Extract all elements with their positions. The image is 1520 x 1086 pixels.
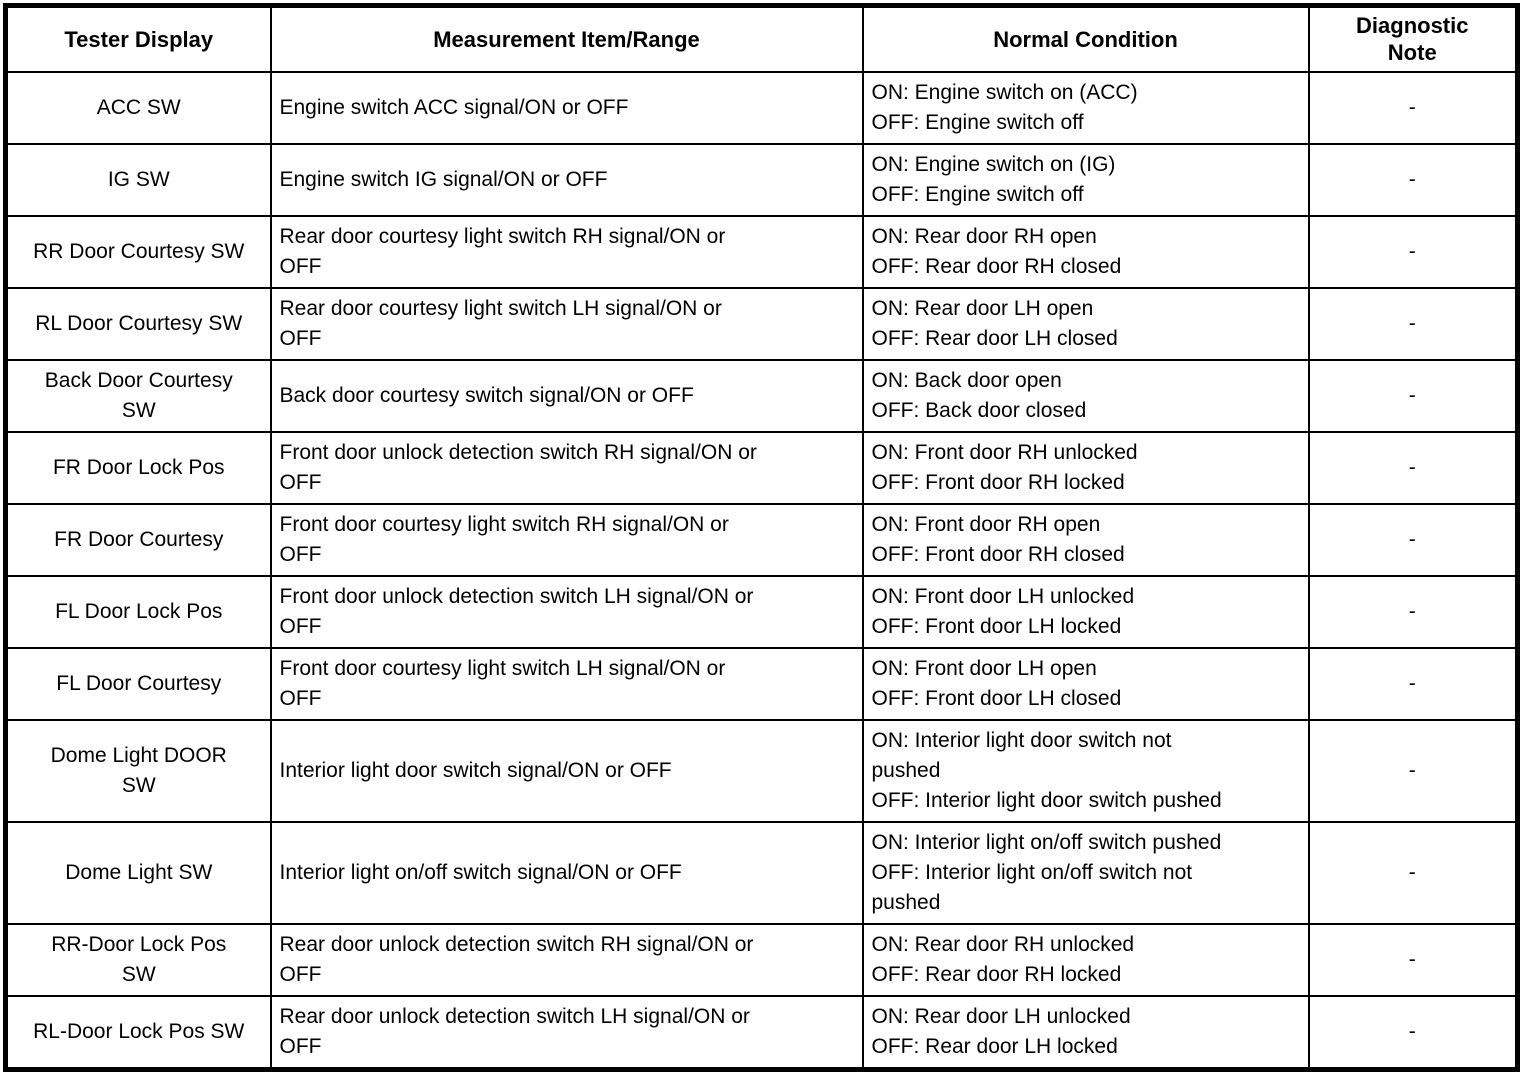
measurement-item-cell: Front door courtesy light switch RH sign… <box>269 502 864 577</box>
normal-condition-cell: ON: Engine switch on (IG) OFF: Engine sw… <box>861 142 1310 217</box>
tester-display-cell: Back Door Courtesy SW <box>4 358 272 433</box>
column-header-tester-display: Tester Display <box>4 4 272 73</box>
diagnostic-note-cell: - <box>1307 430 1519 505</box>
tester-display-cell: RL-Door Lock Pos SW <box>4 994 272 1070</box>
diagnostic-note-cell: - <box>1307 70 1519 145</box>
tester-display-cell: RR Door Courtesy SW <box>4 214 272 289</box>
table-row: FR Door Lock Pos Front door unlock detec… <box>4 430 1519 505</box>
column-header-measurement-item: Measurement Item/Range <box>269 4 864 73</box>
table-row: RR-Door Lock Pos SW Rear door unlock det… <box>4 922 1519 997</box>
table-row: FR Door Courtesy Front door courtesy lig… <box>4 502 1519 577</box>
tester-display-cell: FL Door Lock Pos <box>4 574 272 649</box>
measurement-item-cell: Front door courtesy light switch LH sign… <box>269 646 864 721</box>
tester-display-cell: RL Door Courtesy SW <box>4 286 272 361</box>
measurement-item-cell: Back door courtesy switch signal/ON or O… <box>269 358 864 433</box>
tester-display-cell: RR-Door Lock Pos SW <box>4 922 272 997</box>
measurement-item-cell: Rear door unlock detection switch LH sig… <box>269 994 864 1070</box>
normal-condition-cell: ON: Interior light on/off switch pushed … <box>861 820 1310 925</box>
measurement-item-cell: Front door unlock detection switch LH si… <box>269 574 864 649</box>
diagnostic-note-cell: - <box>1307 358 1519 433</box>
tester-display-cell: IG SW <box>4 142 272 217</box>
diagnostic-note-cell: - <box>1307 994 1519 1070</box>
normal-condition-cell: ON: Front door LH unlocked OFF: Front do… <box>861 574 1310 649</box>
diagnostic-note-cell: - <box>1307 142 1519 217</box>
table-row: ACC SW Engine switch ACC signal/ON or OF… <box>4 70 1519 145</box>
tester-display-cell: Dome Light DOOR SW <box>4 718 272 823</box>
tester-display-cell: FR Door Lock Pos <box>4 430 272 505</box>
table-row: FL Door Courtesy Front door courtesy lig… <box>4 646 1519 721</box>
measurement-item-cell: Interior light door switch signal/ON or … <box>269 718 864 823</box>
table-row: Dome Light DOOR SW Interior light door s… <box>4 718 1519 823</box>
tester-display-cell: FR Door Courtesy <box>4 502 272 577</box>
diagnostic-note-cell: - <box>1307 286 1519 361</box>
normal-condition-cell: ON: Rear door LH open OFF: Rear door LH … <box>861 286 1310 361</box>
normal-condition-cell: ON: Rear door RH unlocked OFF: Rear door… <box>861 922 1310 997</box>
diagnostic-note-cell: - <box>1307 214 1519 289</box>
normal-condition-cell: ON: Interior light door switch not pushe… <box>861 718 1310 823</box>
table-body: ACC SW Engine switch ACC signal/ON or OF… <box>4 70 1519 1070</box>
measurement-item-cell: Rear door unlock detection switch RH sig… <box>269 922 864 997</box>
normal-condition-cell: ON: Rear door RH open OFF: Rear door RH … <box>861 214 1310 289</box>
measurement-item-cell: Rear door courtesy light switch RH signa… <box>269 214 864 289</box>
tester-display-cell: ACC SW <box>4 70 272 145</box>
normal-condition-cell: ON: Front door LH open OFF: Front door L… <box>861 646 1310 721</box>
diagnostic-note-cell: - <box>1307 922 1519 997</box>
measurement-item-cell: Rear door courtesy light switch LH signa… <box>269 286 864 361</box>
diagnostic-note-cell: - <box>1307 718 1519 823</box>
normal-condition-cell: ON: Back door open OFF: Back door closed <box>861 358 1310 433</box>
measurement-item-cell: Engine switch IG signal/ON or OFF <box>269 142 864 217</box>
column-header-normal-condition: Normal Condition <box>861 4 1310 73</box>
diagnostic-note-cell: - <box>1307 502 1519 577</box>
table-row: IG SW Engine switch IG signal/ON or OFF … <box>4 142 1519 217</box>
table-row: Back Door Courtesy SW Back door courtesy… <box>4 358 1519 433</box>
normal-condition-cell: ON: Rear door LH unlocked OFF: Rear door… <box>861 994 1310 1070</box>
table-row: RR Door Courtesy SW Rear door courtesy l… <box>4 214 1519 289</box>
normal-condition-cell: ON: Engine switch on (ACC) OFF: Engine s… <box>861 70 1310 145</box>
normal-condition-cell: ON: Front door RH open OFF: Front door R… <box>861 502 1310 577</box>
tester-display-cell: FL Door Courtesy <box>4 646 272 721</box>
diagnostic-note-cell: - <box>1307 646 1519 721</box>
diagnostic-note-cell: - <box>1307 574 1519 649</box>
measurement-item-cell: Front door unlock detection switch RH si… <box>269 430 864 505</box>
diagnostic-note-cell: - <box>1307 820 1519 925</box>
measurement-item-cell: Interior light on/off switch signal/ON o… <box>269 820 864 925</box>
datalist-table: Tester Display Measurement Item/Range No… <box>3 3 1520 1072</box>
table-header-row: Tester Display Measurement Item/Range No… <box>4 4 1519 73</box>
table-row: RL-Door Lock Pos SW Rear door unlock det… <box>4 994 1519 1070</box>
table-row: FL Door Lock Pos Front door unlock detec… <box>4 574 1519 649</box>
normal-condition-cell: ON: Front door RH unlocked OFF: Front do… <box>861 430 1310 505</box>
table-row: RL Door Courtesy SW Rear door courtesy l… <box>4 286 1519 361</box>
tester-display-cell: Dome Light SW <box>4 820 272 925</box>
measurement-item-cell: Engine switch ACC signal/ON or OFF <box>269 70 864 145</box>
table-row: Dome Light SW Interior light on/off swit… <box>4 820 1519 925</box>
column-header-diagnostic-note: Diagnostic Note <box>1307 4 1519 73</box>
